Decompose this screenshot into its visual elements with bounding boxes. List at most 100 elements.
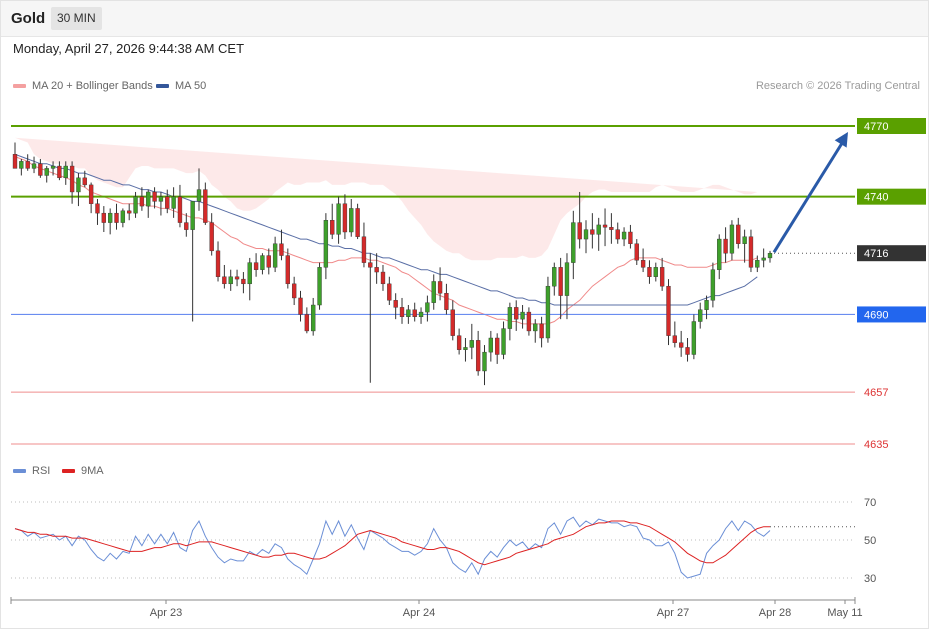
legend-ma50: MA 50 bbox=[156, 80, 206, 92]
candle-body bbox=[387, 283, 392, 301]
candle-body bbox=[393, 300, 398, 308]
candle-body bbox=[659, 267, 665, 287]
candle-body bbox=[761, 257, 766, 261]
candle-body bbox=[158, 196, 164, 202]
candle-body bbox=[323, 220, 329, 268]
candle-body bbox=[425, 302, 430, 313]
candle-body bbox=[120, 210, 126, 223]
candle-body bbox=[12, 154, 18, 169]
candle-body bbox=[63, 165, 68, 179]
legend-ma20-bollinger: MA 20 + Bollinger Bands bbox=[13, 80, 153, 92]
candle-body bbox=[526, 311, 532, 332]
legend-swatch-ma20 bbox=[13, 84, 26, 89]
x-axis-label: Apr 27 bbox=[657, 607, 689, 619]
candle-body bbox=[463, 347, 468, 350]
candle-body bbox=[291, 283, 297, 299]
level-tag-4740 bbox=[857, 188, 926, 205]
copyright: Research © 2026 Trading Central bbox=[755, 80, 920, 92]
candle-body bbox=[571, 222, 576, 263]
candle-body bbox=[31, 163, 37, 169]
level-tag-4770 bbox=[857, 118, 926, 134]
candle-body bbox=[304, 314, 310, 332]
candle-body bbox=[380, 271, 386, 285]
candle-body bbox=[729, 224, 735, 254]
candle-body bbox=[621, 231, 627, 240]
candle-body bbox=[374, 267, 379, 273]
candle-body bbox=[279, 243, 284, 256]
candle-body bbox=[253, 262, 259, 270]
candle-body bbox=[406, 309, 411, 318]
candle-body bbox=[298, 297, 303, 315]
candle-body bbox=[698, 309, 703, 322]
candle-body bbox=[653, 267, 658, 277]
rsi-line bbox=[14, 516, 771, 579]
candle-body bbox=[285, 255, 290, 285]
candle-body bbox=[272, 243, 278, 268]
x-axis-label: Apr 28 bbox=[759, 607, 791, 619]
candle-body bbox=[514, 307, 519, 320]
candle-body bbox=[488, 337, 494, 353]
candle-body bbox=[88, 184, 94, 204]
candle-body bbox=[742, 236, 747, 244]
candle-body bbox=[577, 222, 582, 240]
candle-body bbox=[501, 328, 506, 355]
candle-body bbox=[736, 224, 741, 244]
candle-body bbox=[507, 307, 513, 329]
ma50-line bbox=[14, 153, 758, 306]
candle-body bbox=[495, 337, 500, 355]
level-label-4716: 4716 bbox=[864, 248, 888, 260]
forecast-arrow-shaft bbox=[772, 139, 846, 253]
x-axis-label: Apr 24 bbox=[403, 607, 435, 619]
level-tag-4716 bbox=[857, 245, 926, 262]
candle-body bbox=[767, 252, 773, 259]
top-bar: Gold 30 MIN bbox=[0, 0, 929, 37]
forecast-arrow-head bbox=[834, 132, 848, 148]
level-label-4635: 4635 bbox=[864, 439, 888, 451]
candle-body bbox=[399, 307, 405, 317]
level-label-4657: 4657 bbox=[864, 387, 888, 399]
level-tag-4690 bbox=[857, 306, 926, 323]
timeframe-button[interactable]: 30 MIN bbox=[51, 7, 102, 30]
candle-body bbox=[482, 351, 487, 372]
candle-body bbox=[450, 309, 455, 336]
legend-swatch-ma50 bbox=[156, 84, 169, 89]
candle-body bbox=[361, 236, 367, 263]
candle-body bbox=[215, 250, 221, 277]
rsi-tick-label: 70 bbox=[864, 497, 876, 509]
candle-body bbox=[69, 165, 75, 193]
candle-body bbox=[234, 276, 240, 280]
candle-body bbox=[203, 189, 208, 223]
candle-body bbox=[609, 227, 614, 230]
candle-body bbox=[184, 222, 189, 230]
candle-body bbox=[133, 196, 138, 214]
level-label-4690: 4690 bbox=[864, 309, 888, 321]
candle-body bbox=[95, 203, 100, 214]
candle-body bbox=[241, 278, 246, 285]
candle-body bbox=[412, 309, 417, 318]
candle-body bbox=[672, 335, 677, 343]
candle-body bbox=[44, 168, 49, 176]
candle-body bbox=[418, 311, 424, 318]
candle-body bbox=[666, 285, 671, 336]
level-label-4740: 4740 bbox=[864, 192, 888, 204]
candle-body bbox=[717, 238, 722, 270]
candle-body bbox=[437, 281, 443, 294]
candle-body bbox=[558, 267, 563, 296]
chart-datetime: Monday, April 27, 2026 9:44:38 AM CET bbox=[13, 41, 245, 56]
symbol-name: Gold bbox=[11, 10, 46, 27]
candle-body bbox=[330, 220, 335, 235]
candle-body bbox=[190, 201, 195, 230]
candle-body bbox=[114, 212, 119, 223]
candle-body bbox=[260, 255, 265, 270]
candle-body bbox=[755, 260, 760, 268]
legend-label-ma50: MA 50 bbox=[175, 80, 207, 92]
candle-body bbox=[431, 281, 436, 303]
rsi-tick-label: 50 bbox=[864, 535, 876, 547]
candle-body bbox=[76, 177, 81, 193]
ma20-line bbox=[14, 156, 758, 325]
candle-body bbox=[82, 177, 87, 186]
bollinger-band-area bbox=[15, 137, 758, 261]
legend-swatch-9ma bbox=[62, 469, 75, 474]
candle-body bbox=[685, 347, 690, 355]
